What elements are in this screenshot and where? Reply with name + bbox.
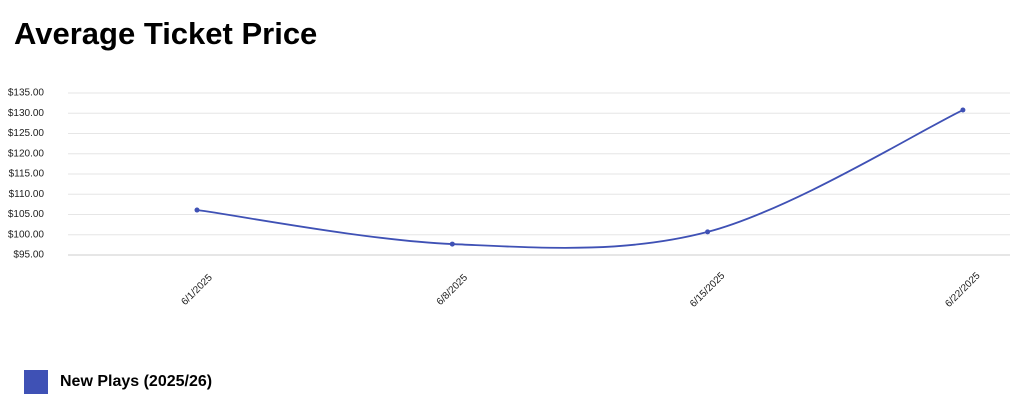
data-point	[705, 229, 711, 235]
y-tick-label: $105.00	[8, 209, 45, 220]
y-tick-label: $130.00	[8, 108, 45, 119]
y-tick-label: $115.00	[9, 169, 45, 180]
y-tick-label: $125.00	[8, 128, 45, 139]
data-point	[449, 241, 455, 247]
chart-title: Average Ticket Price	[14, 16, 317, 51]
y-tick-label: $135.00	[8, 88, 45, 99]
data-point	[960, 107, 966, 113]
x-tick-label: 6/1/2025	[179, 272, 215, 308]
legend-swatch	[24, 370, 48, 394]
y-tick-label: $100.00	[8, 229, 45, 240]
data-point	[194, 207, 200, 213]
x-tick-label: 6/15/2025	[688, 270, 728, 310]
y-tick-label: $120.00	[8, 148, 45, 159]
x-tick-label: 6/22/2025	[943, 270, 983, 310]
y-tick-label: $95.00	[13, 250, 44, 261]
x-tick-label: 6/8/2025	[435, 272, 471, 308]
series-line	[196, 109, 964, 249]
legend-label: New Plays (2025/26)	[60, 373, 212, 390]
y-tick-label: $110.00	[9, 189, 45, 200]
